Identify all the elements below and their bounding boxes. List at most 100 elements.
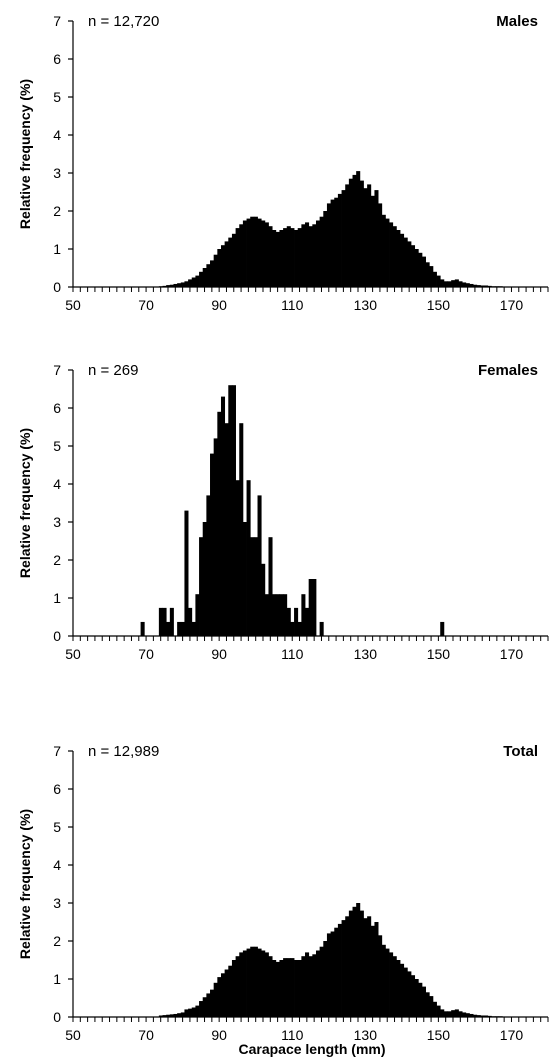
y-tick-label: 3 [53,165,61,181]
bar [414,249,419,287]
bar [400,233,405,287]
bar [330,199,335,287]
y-tick-label: 7 [53,362,61,378]
bar [188,279,193,287]
bar [279,960,284,1017]
x-tick-label: 150 [427,297,451,313]
bar [228,965,233,1017]
bar [177,1013,182,1017]
bar [381,944,386,1017]
bar [370,195,375,287]
bar [199,537,204,636]
bar [246,948,251,1017]
x-tick-label: 90 [211,646,227,662]
bar [246,480,251,636]
x-axis-title: Carapace length (mm) [238,1041,385,1057]
bar [213,982,218,1017]
bar [290,228,295,287]
y-axis-title: Relative frequency (%) [17,79,33,229]
x-tick-label: 130 [354,1027,378,1043]
bar [454,279,459,287]
bar [476,285,481,287]
x-tick-label: 70 [138,1027,154,1043]
y-tick-label: 7 [53,13,61,29]
bar [210,989,215,1017]
bar [451,280,456,287]
bar [352,906,357,1017]
x-tick-label: 170 [500,297,524,313]
y-tick-label: 6 [53,51,61,67]
bar [169,284,174,287]
bar [202,522,207,636]
bar [378,935,383,1017]
x-tick-label: 150 [427,1027,451,1043]
bar [389,952,394,1017]
bar [436,1005,441,1017]
bar [308,579,313,636]
bar [367,184,372,287]
x-tick-label: 50 [65,646,81,662]
bar [235,956,240,1017]
bar [418,252,423,287]
bar [345,184,350,287]
x-tick-label: 50 [65,1027,81,1043]
bar [191,621,196,636]
bar [400,963,405,1017]
bar [305,952,310,1017]
bar [440,1009,445,1017]
panel-title: Total [503,743,538,760]
bar [465,1013,470,1017]
bar [432,271,437,287]
bar [283,228,288,287]
y-tick-label: 5 [53,438,61,454]
bar [268,956,273,1017]
bar [272,960,277,1017]
bar [272,230,277,287]
bar [257,218,262,287]
bar [334,927,339,1017]
bar [305,222,310,287]
x-tick-label: 130 [354,646,378,662]
bar [206,993,211,1017]
bar [462,282,467,287]
bar [337,193,342,287]
bar [297,228,302,287]
bar [169,607,174,636]
bar-series [140,385,445,636]
bar [199,271,204,287]
bar [378,203,383,287]
x-tick-label: 110 [281,646,304,662]
bar [392,956,397,1017]
bar [429,996,434,1017]
bar [177,621,182,636]
bar [301,594,306,636]
bar [253,946,258,1017]
bar [213,438,218,636]
bar [385,218,390,287]
sample-size-label: n = 12,720 [88,13,159,30]
bar [443,1011,448,1017]
bar [253,216,258,287]
bar [162,1015,167,1017]
bar [228,385,233,636]
bar [188,1008,193,1017]
x-tick-label: 90 [211,297,227,313]
bar [191,277,196,287]
bar [224,423,229,636]
bar [220,973,226,1017]
bar [228,237,233,287]
bar [312,954,317,1017]
x-tick-label: 70 [138,297,154,313]
bar [480,1015,485,1017]
y-tick-label: 0 [53,279,61,295]
bar [195,275,200,287]
bar [308,226,313,287]
y-tick-label: 2 [53,552,61,568]
bar [458,1011,463,1017]
bar [451,1010,456,1017]
bar [283,594,288,636]
bar [440,279,445,287]
bar [473,284,478,287]
bar [352,174,357,287]
bar [443,281,448,287]
